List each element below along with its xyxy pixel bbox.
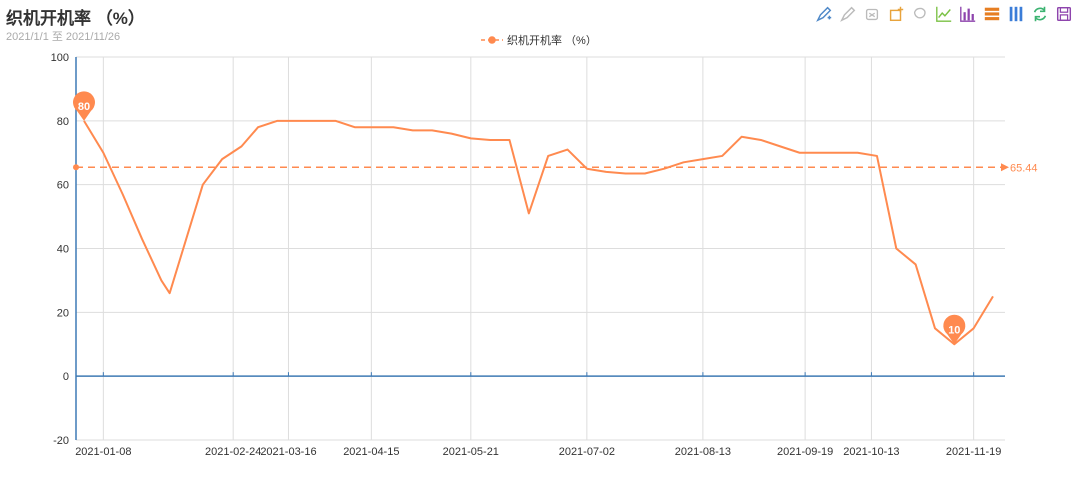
- tiled-icon[interactable]: [1006, 4, 1026, 24]
- toolbox: [814, 4, 1074, 24]
- mark-point-label: 10: [948, 324, 960, 336]
- legend-marker: [488, 36, 496, 44]
- brush-icon[interactable]: [814, 4, 834, 24]
- save-image-icon[interactable]: [1054, 4, 1074, 24]
- x-tick-label: 2021-11-19: [946, 446, 1001, 458]
- restore-icon[interactable]: [1030, 4, 1050, 24]
- series: [83, 119, 994, 346]
- line-chart-icon[interactable]: [934, 4, 954, 24]
- x-tick-label: 2021-10-13: [843, 446, 899, 458]
- legend[interactable]: 织机开机率 （%）: [481, 33, 597, 47]
- x-tick-label: 2021-04-15: [343, 446, 399, 458]
- y-tick-label: 40: [57, 244, 69, 256]
- y-tick-label: 80: [57, 116, 69, 128]
- brush-clear-icon[interactable]: [838, 4, 858, 24]
- bar-chart-icon[interactable]: [958, 4, 978, 24]
- y-tick-label: 20: [57, 307, 69, 319]
- mark-points: 80 10: [73, 91, 966, 345]
- rect-select-icon[interactable]: [886, 4, 906, 24]
- grid: [76, 56, 1005, 441]
- mark-point-label: 80: [78, 101, 90, 113]
- average-mark-line: 65.44: [73, 162, 1038, 174]
- y-tick-label: -20: [53, 435, 69, 447]
- series-line[interactable]: [83, 119, 994, 346]
- x-tick-label: 2021-01-08: [75, 446, 131, 458]
- mark-line-label: 65.44: [1010, 162, 1038, 174]
- x-tick-label: 2021-07-02: [559, 446, 615, 458]
- x-tick-label: 2021-05-21: [443, 446, 499, 458]
- lasso-icon[interactable]: [910, 4, 930, 24]
- page-title: 织机开机率 （%）: [6, 9, 145, 28]
- y-tick-label: 0: [63, 371, 69, 383]
- mark-point-pin[interactable]: 10: [943, 314, 966, 345]
- x-tick-label: 2021-08-13: [675, 446, 731, 458]
- y-tick-label: 60: [57, 180, 69, 192]
- mark-line-arrow: [1001, 163, 1009, 172]
- clear-icon[interactable]: [862, 4, 882, 24]
- x-tick-label: 2021-02-24: [205, 446, 261, 458]
- legend-label: 织机开机率 （%）: [507, 33, 597, 47]
- mark-point-pin[interactable]: 80: [73, 91, 95, 121]
- x-tick-label: 2021-03-16: [260, 446, 316, 458]
- x-tick-label: 2021-09-19: [777, 446, 833, 458]
- y-tick-label: 100: [51, 52, 69, 64]
- stack-icon[interactable]: [982, 4, 1002, 24]
- page-subtitle: 2021/1/1 至 2021/11/26: [6, 31, 121, 43]
